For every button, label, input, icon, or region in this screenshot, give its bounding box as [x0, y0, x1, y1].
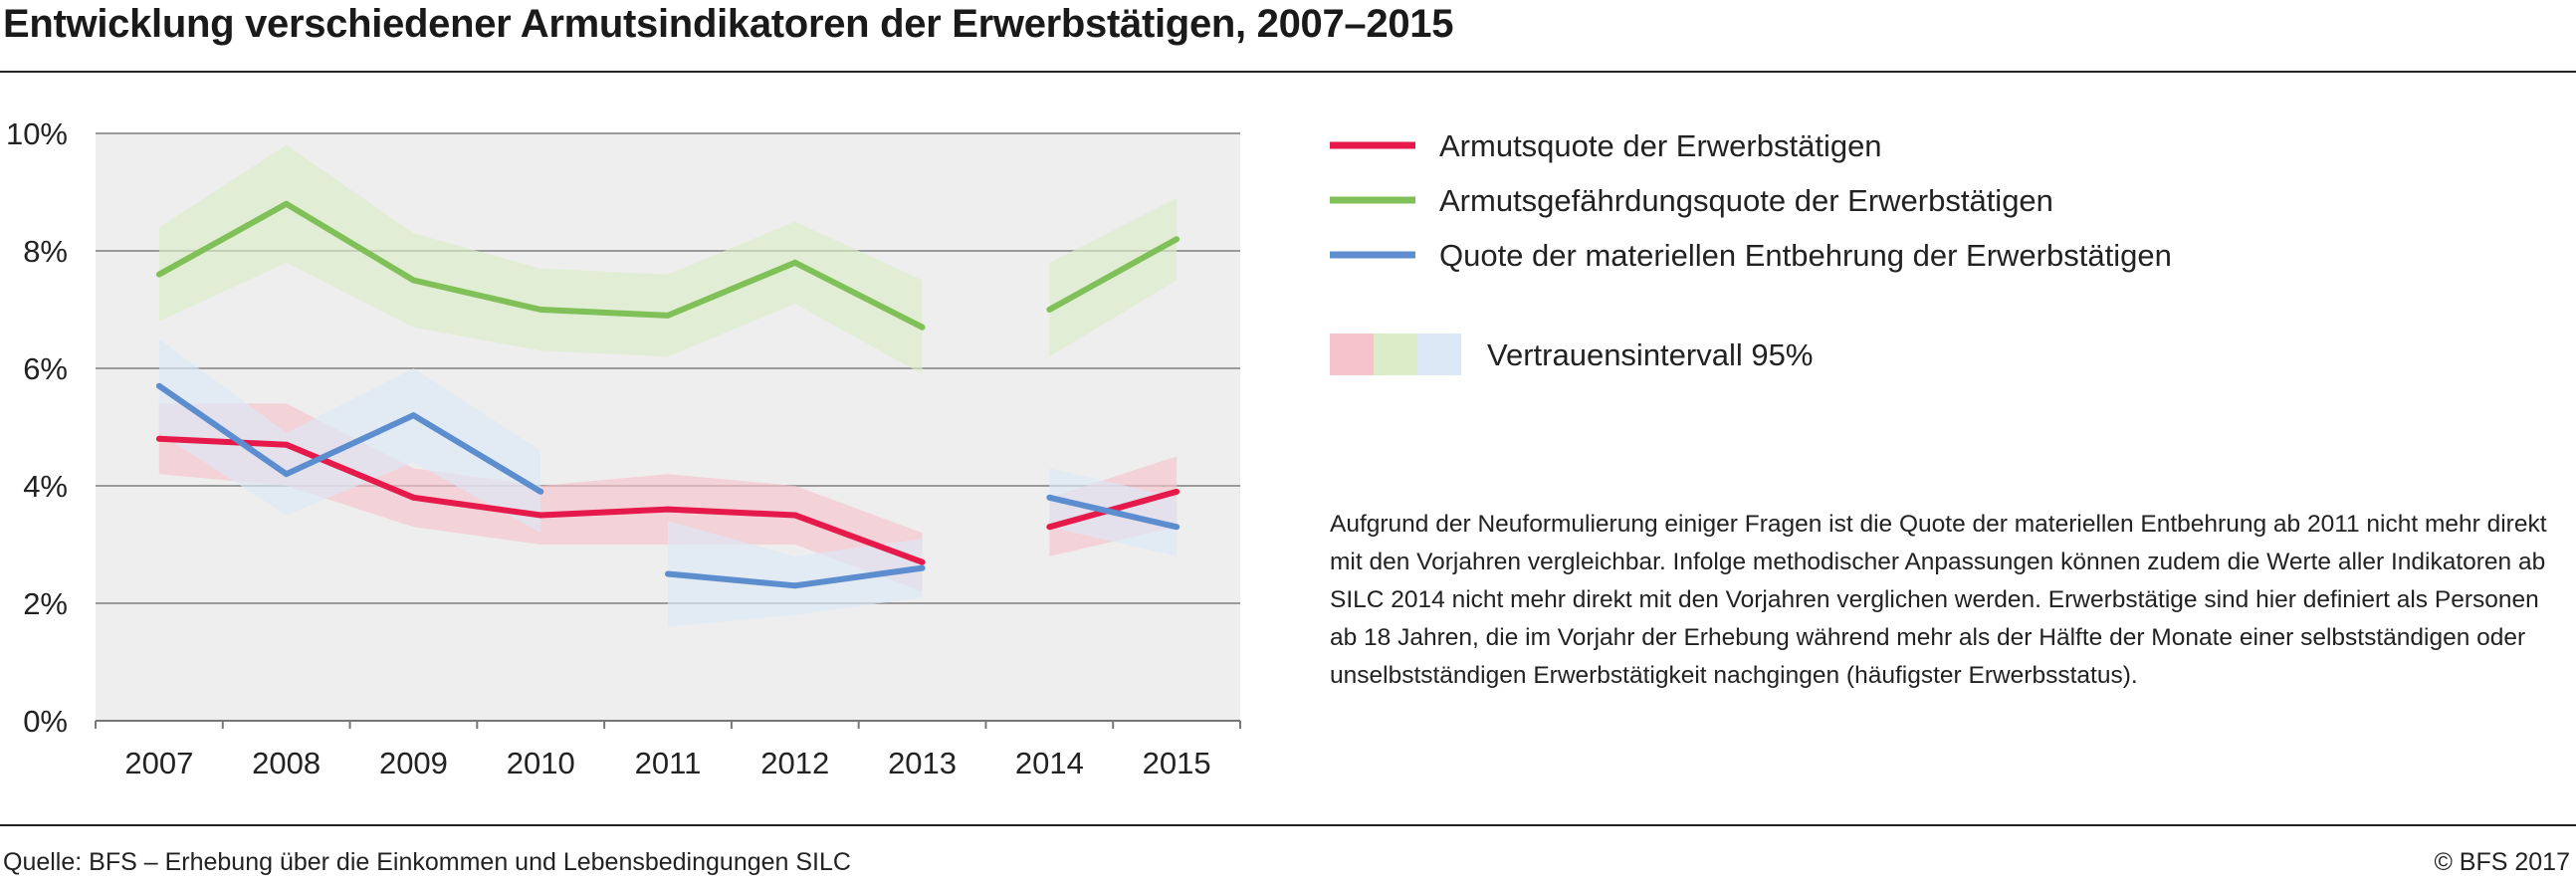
y-tick-label: 2% — [23, 586, 68, 621]
x-tick-label: 2008 — [252, 746, 321, 780]
data-point — [155, 382, 162, 389]
data-point — [283, 441, 290, 448]
data-point — [410, 277, 417, 284]
data-point — [1046, 524, 1053, 531]
ci-legend-label: Vertrauensintervall 95% — [1487, 337, 1813, 372]
ci-legend-swatch — [1374, 333, 1417, 375]
x-tick-label: 2015 — [1143, 746, 1211, 780]
data-point — [1046, 494, 1053, 501]
confidence-band — [668, 521, 923, 627]
confidence-band — [158, 144, 923, 374]
copyright-text: © BFS 2017 — [2434, 848, 2570, 876]
data-point — [537, 488, 544, 495]
data-point — [410, 412, 417, 419]
footnote: Aufgrund der Neuformulierung einiger Fra… — [1330, 511, 2547, 689]
y-tick-label: 6% — [23, 351, 68, 386]
x-tick-label: 2009 — [379, 746, 448, 780]
data-point — [283, 471, 290, 478]
y-tick-label: 0% — [23, 704, 68, 739]
data-point — [537, 307, 544, 313]
title-divider — [0, 71, 2576, 73]
x-tick-label: 2014 — [1015, 746, 1084, 780]
legend-label: Armutsquote der Erwerbstätigen — [1439, 128, 1882, 163]
data-point — [1174, 236, 1181, 243]
series-line — [1048, 494, 1178, 531]
data-point — [919, 558, 926, 565]
axes: 0% 2% 4% 6% 8% 10% 2007 2008 2009 2010 2011 2012 201… — [6, 116, 1241, 780]
y-tick-label: 4% — [23, 469, 68, 504]
data-point — [665, 312, 671, 319]
data-point — [1046, 307, 1053, 313]
x-tick-label: 2013 — [888, 746, 957, 780]
data-point — [283, 200, 290, 207]
data-point — [1174, 524, 1181, 531]
legend: Armutsquote der Erwerbstätigen Armutsgefä… — [1330, 128, 2172, 375]
data-point — [791, 512, 798, 519]
data-point — [410, 494, 417, 501]
data-point — [665, 506, 671, 513]
confidence-band — [158, 338, 541, 534]
series-line — [157, 383, 542, 495]
x-tick-label: 2010 — [507, 746, 575, 780]
chart-title: Entwicklung verschiedener Armutsindikato… — [3, 2, 1454, 46]
data-point — [791, 259, 798, 266]
legend-label: Armutsgefährdungsquote der Erwerbstätige… — [1439, 183, 2053, 218]
data-point — [155, 271, 162, 278]
data-point — [537, 512, 544, 519]
series-line — [1047, 236, 1179, 313]
legend-label: Quote der materiellen Entbehrung der Erw… — [1439, 238, 2172, 273]
y-tick-label: 10% — [6, 116, 68, 151]
ci-legend-swatch — [1417, 333, 1461, 375]
data-point — [1174, 488, 1181, 495]
y-tick-label: 8% — [23, 234, 68, 269]
source-text: Quelle: BFS – Erhebung über die Einkomme… — [3, 848, 851, 876]
data-point — [919, 564, 926, 571]
x-tick-label: 2007 — [124, 746, 193, 780]
footer-divider — [0, 824, 2576, 826]
data-point — [155, 435, 162, 442]
series-lines — [155, 200, 1181, 589]
data-point — [791, 582, 798, 589]
data-point — [919, 324, 926, 331]
data-point — [665, 570, 671, 577]
x-tick-label: 2012 — [760, 746, 829, 780]
x-tick-label: 2011 — [635, 746, 702, 780]
ci-legend-swatch — [1330, 333, 1374, 375]
